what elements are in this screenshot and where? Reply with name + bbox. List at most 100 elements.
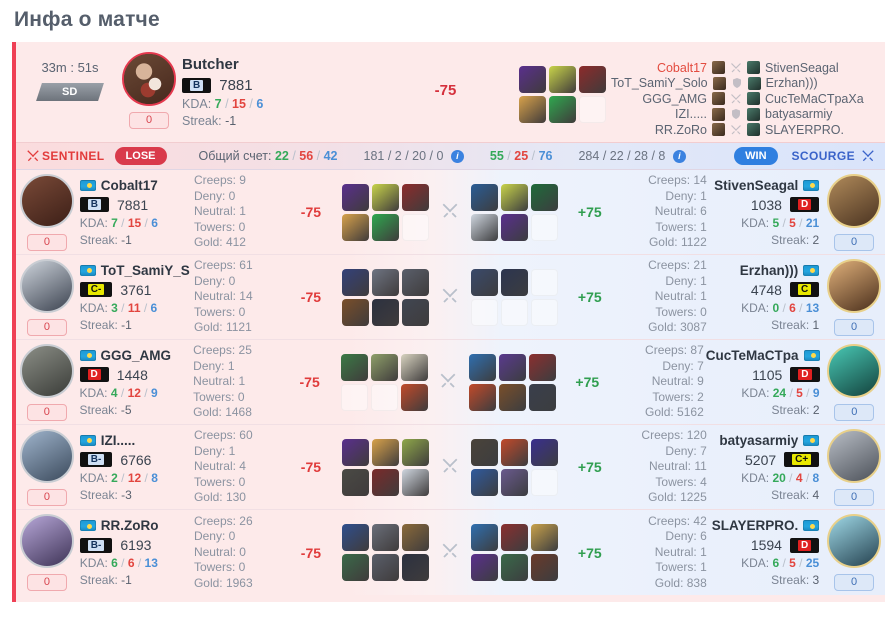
item-slot[interactable] xyxy=(372,554,400,581)
item-slot[interactable] xyxy=(400,383,428,411)
item-slot[interactable] xyxy=(342,183,370,211)
item-slot[interactable] xyxy=(531,524,559,551)
item-slot[interactable] xyxy=(469,353,497,381)
roster-sentinel-player[interactable]: ToT_SamiY_Solo xyxy=(611,76,708,91)
item-slot[interactable] xyxy=(342,298,370,326)
hero-avatar[interactable] xyxy=(827,258,882,313)
item-slot[interactable] xyxy=(400,353,428,381)
item-slot[interactable] xyxy=(372,298,400,326)
item-slot[interactable] xyxy=(471,438,499,466)
roster-scourge-player[interactable]: SLAYERPRO. xyxy=(765,122,844,137)
player-nickname[interactable]: Cobalt17 xyxy=(100,177,158,193)
item-slot[interactable] xyxy=(531,213,559,241)
item-slot[interactable] xyxy=(501,213,529,241)
item-slot[interactable] xyxy=(529,383,557,411)
item-slot[interactable] xyxy=(519,96,546,123)
roster-scourge-player[interactable]: StivenSeagal xyxy=(765,60,839,75)
item-slot[interactable] xyxy=(471,554,499,581)
item-slot[interactable] xyxy=(372,438,400,466)
item-slot[interactable] xyxy=(402,554,430,581)
item-slot[interactable] xyxy=(402,298,430,326)
hero-avatar[interactable] xyxy=(827,173,882,228)
player-nickname[interactable]: SLAYERPRO. xyxy=(711,518,799,533)
item-slot[interactable] xyxy=(501,268,529,296)
item-slot[interactable] xyxy=(501,554,529,581)
item-slot[interactable] xyxy=(549,96,576,123)
item-slot[interactable] xyxy=(471,183,499,211)
player-nickname[interactable]: RR.ZoRo xyxy=(100,518,159,533)
item-slot[interactable] xyxy=(372,268,400,296)
item-slot[interactable] xyxy=(402,468,430,496)
item-slot[interactable] xyxy=(471,524,499,551)
item-slot[interactable] xyxy=(402,183,430,211)
item-slot[interactable] xyxy=(471,213,499,241)
item-slot[interactable] xyxy=(469,383,497,411)
item-slot[interactable] xyxy=(402,524,430,551)
item-slot[interactable] xyxy=(501,183,529,211)
item-slot[interactable] xyxy=(370,383,398,411)
item-slot[interactable] xyxy=(372,183,400,211)
item-slot[interactable] xyxy=(549,66,576,93)
item-slot[interactable] xyxy=(531,554,559,581)
item-slot[interactable] xyxy=(372,468,400,496)
roster-scourge-player[interactable]: CucTeMaCTpaXa xyxy=(765,91,864,106)
item-slot[interactable] xyxy=(370,353,398,381)
item-slot[interactable] xyxy=(531,298,559,326)
player-nickname[interactable]: ToT_SamiY_S xyxy=(100,262,190,278)
item-slot[interactable] xyxy=(529,353,557,381)
item-slot[interactable] xyxy=(342,213,370,241)
item-slot[interactable] xyxy=(471,468,499,496)
hero-avatar[interactable] xyxy=(827,514,882,568)
player-nickname[interactable]: GGG_AMG xyxy=(100,347,172,363)
item-slot[interactable] xyxy=(340,383,368,411)
roster-sentinel-player[interactable]: RR.ZoRo xyxy=(654,122,707,137)
hero-avatar[interactable] xyxy=(19,258,74,313)
item-slot[interactable] xyxy=(402,268,430,296)
item-slot[interactable] xyxy=(531,468,559,496)
item-slot[interactable] xyxy=(579,96,606,123)
item-slot[interactable] xyxy=(499,353,527,381)
player-nickname[interactable]: CucTeMaCTpa xyxy=(705,347,799,363)
item-slot[interactable] xyxy=(402,213,430,241)
hero-avatar[interactable] xyxy=(19,343,74,398)
info-icon-left[interactable]: i xyxy=(450,150,464,164)
roster-sentinel-player[interactable]: Cobalt17 xyxy=(656,60,707,75)
roster-scourge-player[interactable]: batyasarmiy xyxy=(765,107,833,122)
roster-sentinel-player[interactable]: IZI..... xyxy=(675,107,707,122)
item-slot[interactable] xyxy=(531,183,559,211)
kills-value: 20 xyxy=(772,470,786,485)
item-slot[interactable] xyxy=(342,268,370,296)
player-nickname[interactable]: batyasarmiy xyxy=(719,432,799,448)
hero-avatar[interactable] xyxy=(19,173,74,228)
item-slot[interactable] xyxy=(471,298,499,326)
item-slot[interactable] xyxy=(402,438,430,466)
item-slot[interactable] xyxy=(519,66,546,93)
hero-avatar[interactable] xyxy=(827,343,882,398)
item-slot[interactable] xyxy=(342,554,370,581)
item-slot[interactable] xyxy=(342,468,370,496)
item-slot[interactable] xyxy=(531,438,559,466)
info-icon-right[interactable]: i xyxy=(672,150,686,164)
item-slot[interactable] xyxy=(501,524,529,551)
item-slot[interactable] xyxy=(501,438,529,466)
player-nickname[interactable]: Erzhan))) xyxy=(739,262,799,278)
hero-avatar[interactable] xyxy=(19,428,74,483)
item-slot[interactable] xyxy=(531,268,559,296)
player-nickname[interactable]: IZI..... xyxy=(100,432,136,448)
item-slot[interactable] xyxy=(471,268,499,296)
roster-sentinel-player[interactable]: GGG_AMG xyxy=(642,91,707,106)
hero-avatar[interactable] xyxy=(122,52,176,106)
hero-avatar[interactable] xyxy=(19,514,74,568)
hero-avatar[interactable] xyxy=(827,428,882,483)
item-slot[interactable] xyxy=(340,353,368,381)
item-slot[interactable] xyxy=(501,468,529,496)
item-slot[interactable] xyxy=(579,66,606,93)
item-slot[interactable] xyxy=(499,383,527,411)
roster-scourge-player[interactable]: Erzhan))) xyxy=(765,76,818,91)
item-slot[interactable] xyxy=(501,298,529,326)
player-nickname[interactable]: StivenSeagal xyxy=(714,177,799,193)
item-slot[interactable] xyxy=(372,524,400,551)
item-slot[interactable] xyxy=(372,213,400,241)
item-slot[interactable] xyxy=(342,524,370,551)
item-slot[interactable] xyxy=(342,438,370,466)
